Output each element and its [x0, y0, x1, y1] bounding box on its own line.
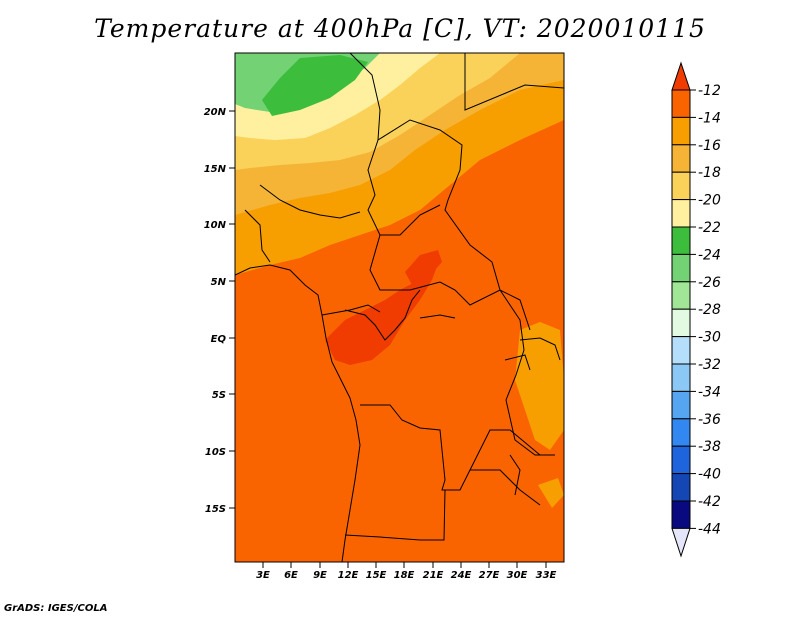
colorbar-bottom-arrow: [671, 527, 691, 558]
colorbar-label: -40: [698, 467, 721, 483]
longitude-axis: 3E 6E 9E 12E 15E 18E 21E 24E 27E 30E 33E: [256, 562, 557, 581]
country-borders: [235, 53, 564, 562]
lon-label: 30E: [507, 570, 528, 581]
lon-label: 12E: [338, 570, 359, 581]
lat-label: 15N: [204, 164, 227, 175]
lon-label: 3E: [256, 570, 270, 581]
lat-label: 10N: [204, 220, 227, 231]
colorbar-label: -44: [698, 521, 721, 537]
lon-label: 9E: [313, 570, 327, 581]
lat-label: 10S: [205, 447, 226, 458]
colorbar-label: -12: [698, 83, 721, 99]
lon-label: 33E: [536, 570, 557, 581]
colorbar-label: -38: [698, 439, 721, 455]
colorbar-segment: [671, 116, 691, 146]
colorbar-segment: [671, 308, 691, 338]
colorbar-label: -26: [698, 275, 721, 291]
colorbar-label: -34: [698, 384, 721, 400]
band-minus12-north: [405, 250, 442, 285]
colorbar-segment: [671, 500, 691, 529]
band-minus24: [262, 55, 368, 116]
colorbar-segment: [671, 171, 691, 201]
lat-label: 20N: [204, 107, 227, 118]
lon-label: 18E: [394, 570, 415, 581]
colorbar-segment: [671, 418, 691, 447]
colorbar-segment: [671, 253, 691, 283]
colorbar-label: -22: [698, 220, 721, 236]
band-minus12-core: [325, 258, 440, 365]
lat-label: 5N: [211, 277, 227, 288]
lon-label: 27E: [479, 570, 500, 581]
colorbar-segment: [671, 281, 691, 310]
band-minus16-east: [515, 322, 564, 450]
lat-label: 5S: [212, 390, 226, 401]
colorbar-label: -18: [698, 165, 721, 181]
grads-credit: GrADS: IGES/COLA: [4, 603, 108, 614]
colorbar-segment: [671, 473, 691, 502]
lon-label: 21E: [423, 570, 444, 581]
lon-label: 6E: [284, 570, 298, 581]
colorbar-label: -28: [698, 302, 721, 318]
colorbar-top-arrow: [671, 61, 691, 91]
colorbar-label: -42: [698, 494, 721, 510]
colorbar-segment: [671, 390, 691, 420]
colorbar-label: -36: [698, 412, 721, 428]
temperature-field: [235, 53, 564, 562]
colorbar-segment: [671, 336, 691, 365]
lon-label: 15E: [366, 570, 387, 581]
colorbar-label: -16: [698, 138, 721, 154]
band-minus16-southeast: [538, 478, 564, 508]
colorbar-label: -32: [698, 357, 721, 373]
colorbar: -12 -14 -16 -18 -20 -22 -24 -26 -28 -30 …: [671, 61, 721, 558]
lat-label: 15S: [205, 504, 226, 515]
colorbar-segment: [671, 226, 691, 255]
colorbar-segment: [671, 363, 691, 392]
colorbar-segment: [671, 144, 691, 173]
colorbar-segment: [671, 89, 691, 118]
colorbar-label: -30: [698, 330, 721, 346]
colorbar-segment: [671, 199, 691, 228]
colorbar-label: -24: [698, 247, 721, 263]
plot-frame: [234, 52, 565, 563]
latitude-axis: 20N 15N 10N 5N EQ 5S 10S 15S: [204, 107, 235, 515]
lat-label: EQ: [211, 334, 227, 345]
colorbar-label: -20: [698, 193, 721, 209]
colorbar-segment: [671, 445, 691, 475]
lon-label: 24E: [451, 570, 472, 581]
map-title: Temperature at 400hPa [C], VT: 202001011…: [94, 14, 706, 43]
colorbar-label: -14: [698, 110, 721, 126]
